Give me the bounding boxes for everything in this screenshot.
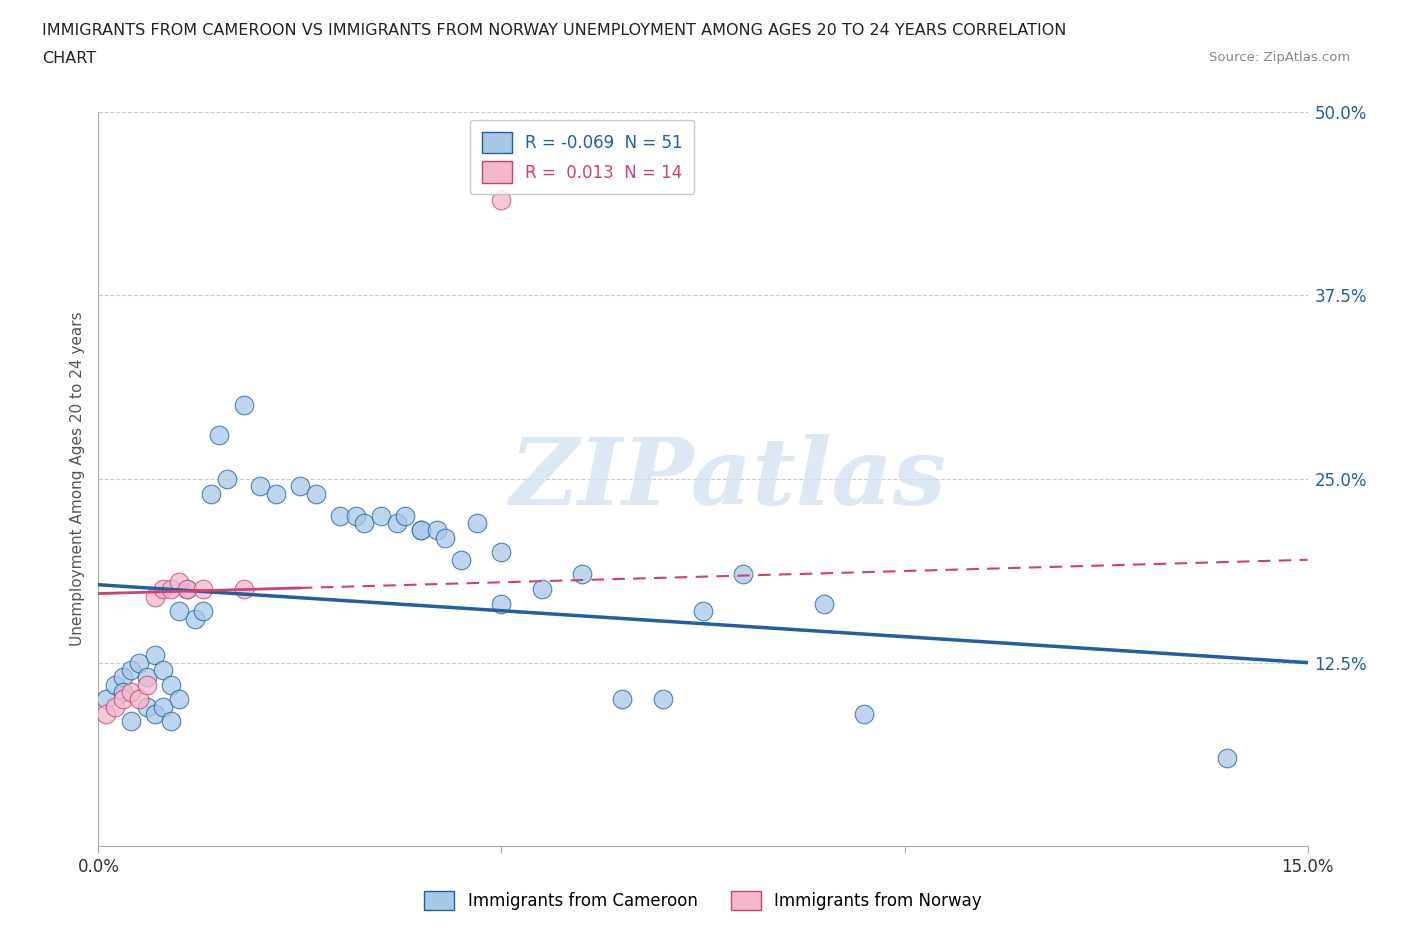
Point bbox=[491, 596, 513, 611]
Point bbox=[353, 515, 375, 530]
Point bbox=[167, 692, 190, 707]
Point bbox=[120, 684, 142, 699]
Text: ZIPatlas: ZIPatlas bbox=[509, 434, 946, 524]
Point bbox=[385, 515, 408, 530]
Point bbox=[571, 567, 593, 582]
Point bbox=[152, 662, 174, 677]
Point bbox=[450, 552, 472, 567]
Legend: Immigrants from Cameroon, Immigrants from Norway: Immigrants from Cameroon, Immigrants fro… bbox=[418, 884, 988, 917]
Point bbox=[160, 582, 183, 597]
Point bbox=[111, 692, 134, 707]
Point bbox=[176, 582, 198, 597]
Point bbox=[344, 508, 367, 523]
Point bbox=[103, 677, 125, 692]
Point bbox=[288, 479, 311, 494]
Point bbox=[612, 692, 634, 707]
Point bbox=[409, 523, 432, 538]
Point bbox=[103, 699, 125, 714]
Point bbox=[152, 582, 174, 597]
Text: CHART: CHART bbox=[42, 51, 96, 66]
Point bbox=[249, 479, 271, 494]
Point bbox=[232, 398, 254, 413]
Point bbox=[530, 582, 553, 597]
Point bbox=[120, 662, 142, 677]
Point bbox=[167, 575, 190, 590]
Point bbox=[120, 714, 142, 729]
Text: IMMIGRANTS FROM CAMEROON VS IMMIGRANTS FROM NORWAY UNEMPLOYMENT AMONG AGES 20 TO: IMMIGRANTS FROM CAMEROON VS IMMIGRANTS F… bbox=[42, 23, 1067, 38]
Point bbox=[96, 707, 118, 722]
Point bbox=[167, 604, 190, 618]
Point bbox=[160, 714, 183, 729]
Point bbox=[152, 699, 174, 714]
Point bbox=[465, 515, 488, 530]
Point bbox=[193, 604, 215, 618]
Point bbox=[491, 193, 513, 207]
Point bbox=[813, 596, 835, 611]
Point bbox=[491, 545, 513, 560]
Point bbox=[184, 611, 207, 626]
Point bbox=[111, 684, 134, 699]
Point bbox=[692, 604, 714, 618]
Legend: R = -0.069  N = 51, R =  0.013  N = 14: R = -0.069 N = 51, R = 0.013 N = 14 bbox=[470, 120, 695, 194]
Point bbox=[143, 589, 166, 604]
Point bbox=[128, 656, 150, 671]
Point bbox=[1216, 751, 1239, 765]
Y-axis label: Unemployment Among Ages 20 to 24 years: Unemployment Among Ages 20 to 24 years bbox=[69, 312, 84, 646]
Point bbox=[434, 530, 457, 545]
Point bbox=[853, 707, 876, 722]
Point bbox=[200, 486, 222, 501]
Point bbox=[135, 699, 157, 714]
Point bbox=[426, 523, 449, 538]
Point bbox=[111, 670, 134, 684]
Point bbox=[329, 508, 352, 523]
Point bbox=[193, 582, 215, 597]
Point bbox=[394, 508, 416, 523]
Point bbox=[264, 486, 287, 501]
Point bbox=[651, 692, 673, 707]
Point bbox=[143, 648, 166, 663]
Text: Source: ZipAtlas.com: Source: ZipAtlas.com bbox=[1209, 51, 1350, 64]
Point bbox=[305, 486, 328, 501]
Point bbox=[232, 582, 254, 597]
Point bbox=[96, 692, 118, 707]
Point bbox=[135, 670, 157, 684]
Point bbox=[176, 582, 198, 597]
Point bbox=[370, 508, 392, 523]
Point bbox=[217, 472, 239, 486]
Point bbox=[208, 428, 231, 443]
Point bbox=[128, 692, 150, 707]
Point bbox=[143, 707, 166, 722]
Point bbox=[160, 677, 183, 692]
Point bbox=[409, 523, 432, 538]
Point bbox=[135, 677, 157, 692]
Point bbox=[733, 567, 755, 582]
